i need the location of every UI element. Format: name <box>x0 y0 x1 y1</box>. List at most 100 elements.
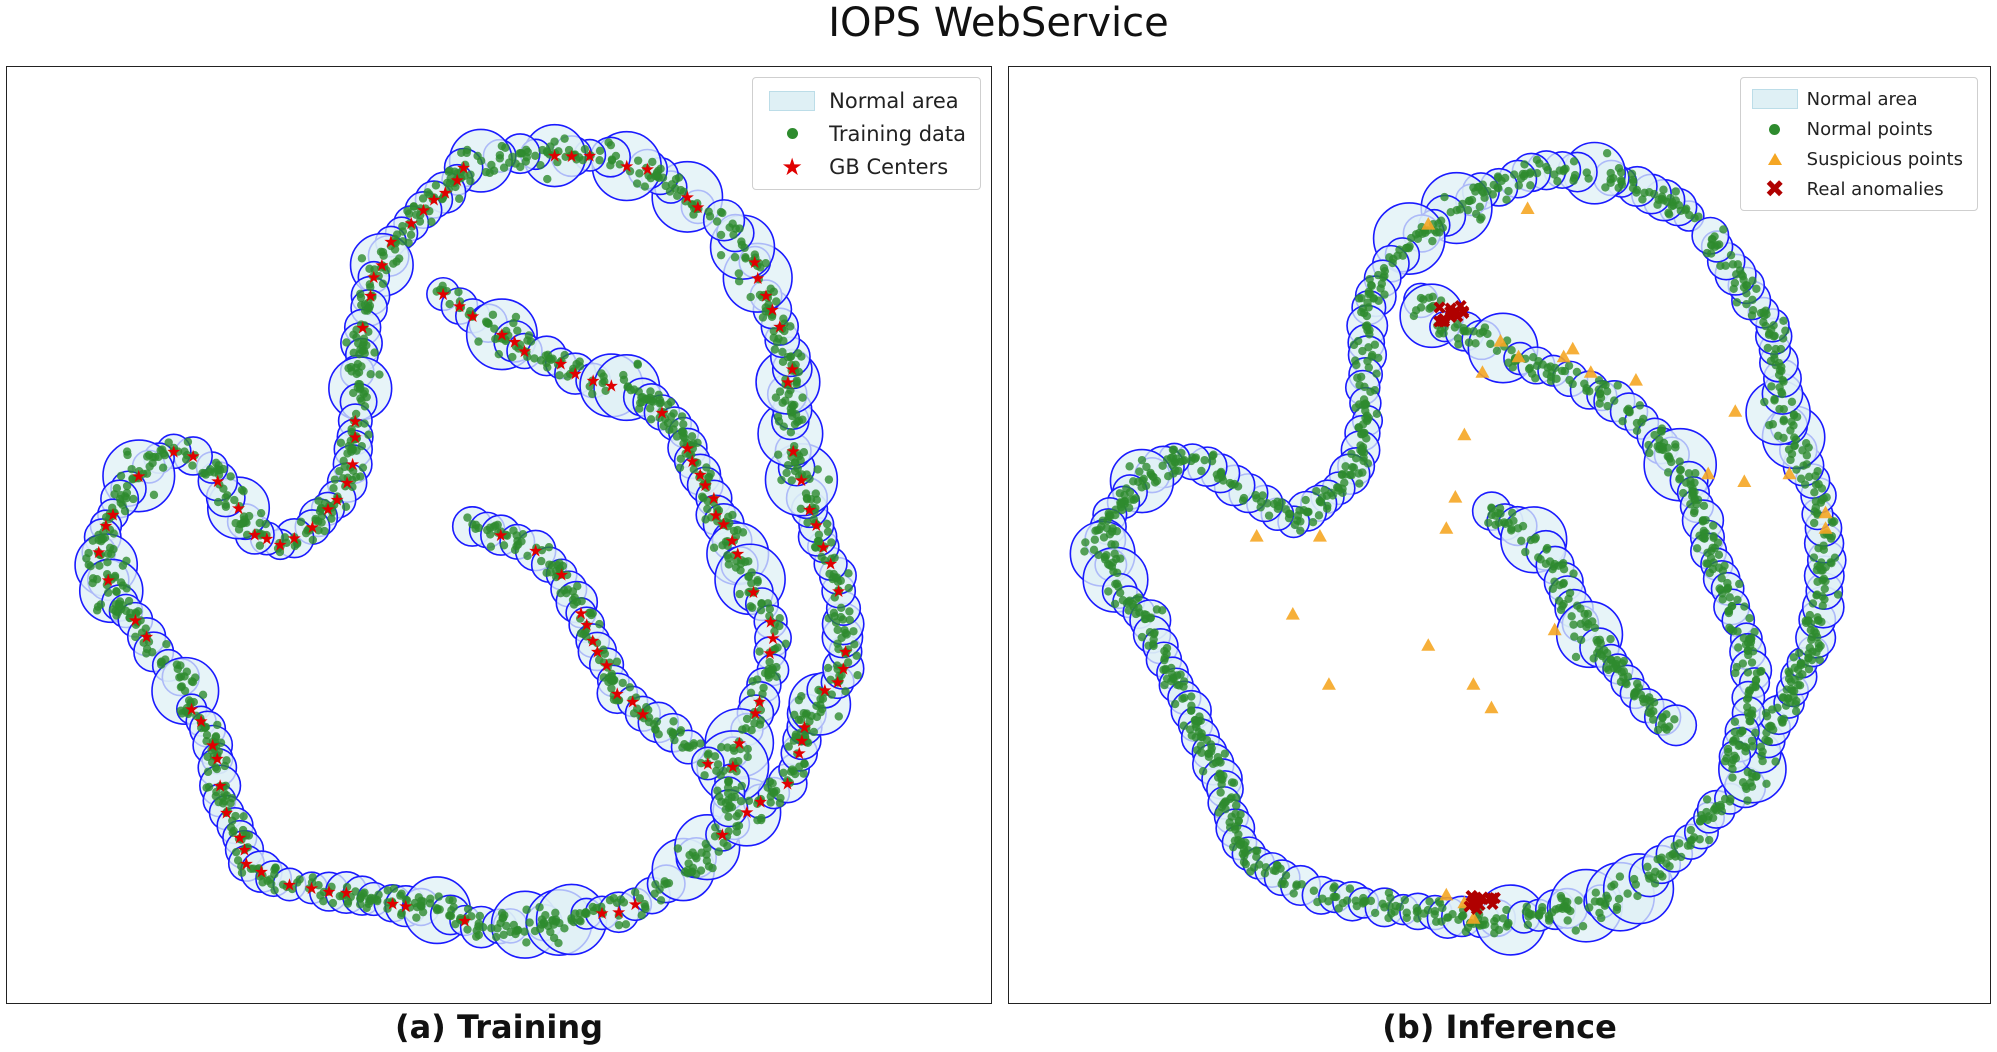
data-point <box>1185 725 1195 734</box>
suspicious-point <box>1728 404 1743 417</box>
data-point <box>738 725 747 734</box>
data-point <box>1171 454 1181 463</box>
data-point <box>781 396 790 405</box>
red-star-icon: ★ <box>781 152 803 181</box>
data-point <box>838 615 848 624</box>
data-point <box>633 156 643 165</box>
data-point <box>1471 187 1480 196</box>
suspicious-point <box>1421 638 1436 651</box>
data-point <box>1766 356 1776 366</box>
data-point <box>112 586 121 596</box>
suspicious-point <box>1511 349 1526 363</box>
data-point <box>1374 270 1383 280</box>
data-point <box>674 173 684 182</box>
data-point <box>1572 367 1582 377</box>
data-point <box>131 632 140 642</box>
gb-center-star: ★ <box>785 360 800 380</box>
data-point <box>1821 562 1830 572</box>
data-point <box>555 371 564 380</box>
data-point <box>502 921 511 931</box>
data-point <box>1638 195 1647 204</box>
data-point <box>511 159 520 168</box>
data-point <box>1124 503 1134 513</box>
data-point <box>850 640 859 649</box>
data-point <box>1510 170 1519 179</box>
data-point <box>774 417 784 426</box>
gb-center-star: ★ <box>330 490 345 510</box>
data-point <box>122 481 132 491</box>
data-point <box>1384 888 1394 898</box>
data-point <box>1507 526 1516 535</box>
data-point <box>463 513 472 522</box>
data-point <box>189 697 198 707</box>
data-point <box>842 630 851 639</box>
data-point <box>676 454 686 463</box>
data-point <box>1817 495 1827 505</box>
data-point <box>716 230 726 240</box>
data-point <box>1555 580 1564 590</box>
data-point <box>523 147 532 157</box>
data-point <box>311 516 320 525</box>
data-point <box>708 863 717 873</box>
data-point <box>712 766 721 776</box>
data-point <box>1643 862 1652 872</box>
data-point <box>1480 193 1489 203</box>
gb-center-star: ★ <box>517 342 532 362</box>
data-point <box>569 600 579 609</box>
data-point <box>1733 595 1742 604</box>
data-point <box>541 910 550 920</box>
gb-center-star: ★ <box>772 318 787 338</box>
data-point <box>180 686 190 696</box>
data-point <box>635 404 644 413</box>
data-point <box>1239 857 1249 867</box>
data-point <box>1239 493 1249 503</box>
data-point <box>755 647 764 656</box>
data-point <box>1180 693 1189 702</box>
data-point <box>1308 518 1318 527</box>
data-point <box>835 671 844 680</box>
data-point <box>816 543 826 553</box>
data-point <box>1284 513 1294 523</box>
data-point <box>423 188 432 197</box>
data-point <box>1486 339 1495 349</box>
data-point <box>1763 343 1773 353</box>
data-point <box>787 765 797 774</box>
data-point <box>1550 170 1559 179</box>
data-point <box>1689 833 1699 842</box>
data-point <box>719 766 728 776</box>
data-point <box>468 311 478 320</box>
data-point <box>1629 874 1639 884</box>
data-point <box>471 520 481 530</box>
data-point <box>88 536 98 545</box>
data-point <box>1663 468 1673 477</box>
data-point <box>632 179 642 188</box>
data-point <box>1684 469 1694 478</box>
data-point <box>765 604 775 614</box>
real-anomaly-marker: ✖ <box>1449 302 1464 323</box>
data-point <box>1722 754 1731 763</box>
data-point <box>362 903 371 913</box>
data-point <box>597 369 606 378</box>
data-point <box>755 697 764 707</box>
gb-center-star: ★ <box>91 543 106 563</box>
data-point <box>1690 495 1700 505</box>
real-anomaly-marker: ✖ <box>1482 889 1497 910</box>
data-point <box>1747 736 1757 746</box>
data-point <box>1137 483 1146 492</box>
data-point <box>728 510 737 520</box>
data-point <box>1230 479 1239 489</box>
data-point <box>1719 225 1728 234</box>
gb-center-star: ★ <box>625 692 640 712</box>
data-point <box>799 708 808 718</box>
data-point <box>604 677 613 687</box>
data-point <box>595 146 605 156</box>
gb-center-star: ★ <box>786 442 801 462</box>
data-point <box>587 610 596 620</box>
data-point <box>1742 299 1751 309</box>
data-point <box>1309 886 1319 895</box>
data-point <box>1292 881 1301 891</box>
data-point <box>1649 707 1658 716</box>
data-point <box>717 742 726 752</box>
data-point <box>822 519 832 529</box>
data-point <box>1167 663 1176 673</box>
